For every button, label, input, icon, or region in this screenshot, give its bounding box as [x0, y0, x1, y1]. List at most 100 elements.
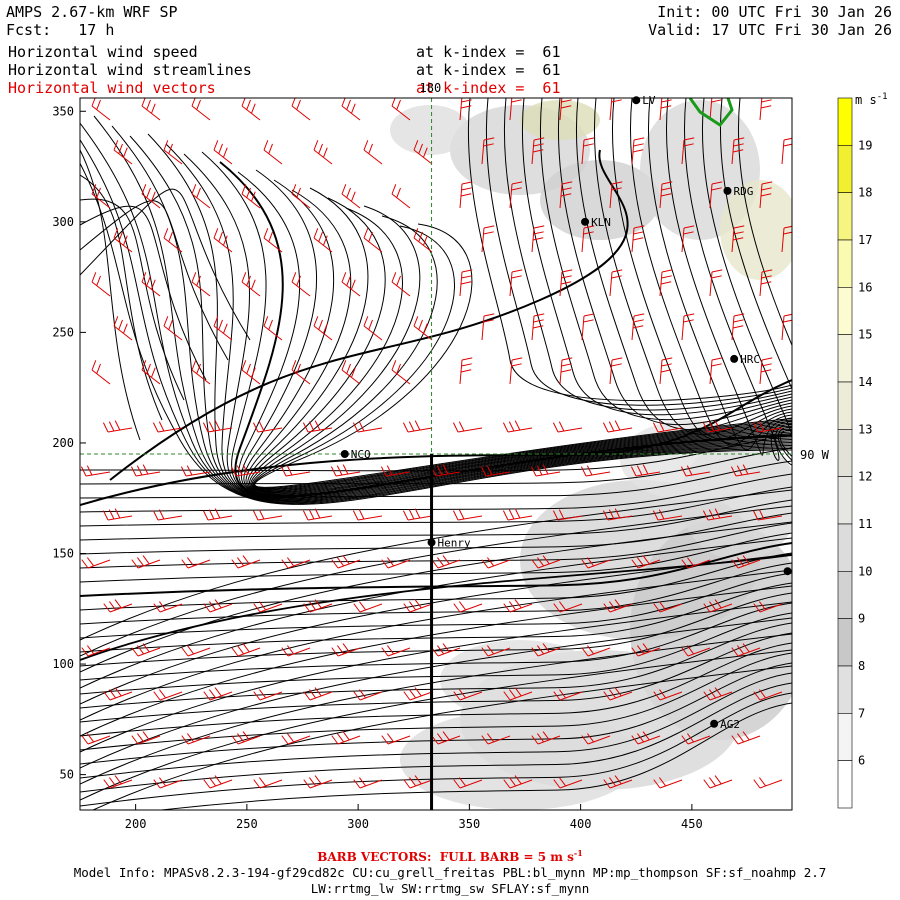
barb-flag — [608, 509, 615, 520]
barb-shaft — [609, 359, 613, 385]
barb-flag — [461, 99, 472, 103]
barb-flag — [711, 181, 723, 185]
barb-shaft — [91, 369, 111, 385]
barb-flag — [633, 143, 644, 147]
streamline — [80, 622, 792, 709]
units-text: m s — [855, 93, 877, 107]
barb-flag — [414, 599, 422, 609]
barb-shaft — [357, 515, 383, 521]
barb-flag — [303, 691, 311, 701]
barb-flag — [151, 191, 156, 202]
streamline — [80, 188, 251, 341]
units-exp: -1 — [876, 92, 888, 102]
barb-flag — [186, 465, 193, 476]
barb-shaft — [781, 227, 785, 253]
barb-flag — [511, 363, 522, 367]
barb-shaft — [287, 647, 311, 657]
colorbar-bin — [837, 381, 853, 430]
barb-flag — [453, 779, 461, 789]
wind-barb — [502, 508, 533, 521]
wind-barb — [559, 269, 573, 297]
colorbar: 19 18 17 16 15 14 13 12 11 10 9 8 7 6 — [837, 97, 872, 809]
barb-flag — [661, 363, 672, 367]
wind-barb — [509, 181, 523, 209]
y-tick-label: 100 — [52, 657, 74, 671]
barb-flag — [214, 775, 222, 785]
wind-barb — [141, 272, 161, 297]
wind-barb — [303, 775, 333, 789]
barb-flag — [753, 691, 761, 701]
barb-flag — [403, 779, 411, 789]
barb-shaft — [731, 315, 735, 341]
streamline — [80, 652, 792, 751]
barb-flag — [760, 281, 772, 285]
barb-flag — [303, 779, 311, 789]
barb-shaft — [687, 559, 711, 569]
wind-barb — [452, 421, 483, 433]
barb-flag — [118, 319, 123, 330]
barb-flag — [351, 367, 356, 378]
field-name-speed: Horizontal wind speed — [8, 43, 198, 61]
wind-barb — [103, 687, 133, 701]
barb-flag — [711, 187, 722, 191]
barb-flag — [642, 643, 650, 653]
barb-shaft — [191, 105, 211, 121]
colorbar-label: 10 — [858, 564, 872, 578]
barb-flag — [291, 98, 296, 107]
barb-flag — [313, 228, 319, 239]
barb-flag — [758, 421, 765, 432]
barb-shaft — [557, 427, 583, 433]
wind-barb — [81, 645, 111, 657]
wind-barb — [203, 599, 233, 613]
barb-flag — [168, 231, 173, 242]
barb-flag — [631, 735, 639, 745]
wind-barb — [131, 643, 161, 657]
barb-flag — [537, 733, 545, 743]
barb-shaft — [659, 691, 683, 701]
wind-barb — [302, 508, 333, 521]
barb-shaft — [481, 227, 485, 253]
barb-flag — [346, 275, 351, 286]
barb-flag — [413, 316, 419, 327]
streamline — [80, 554, 792, 661]
streamline — [80, 198, 185, 401]
wind-barb — [253, 689, 283, 701]
barb-shaft — [559, 183, 563, 209]
wind-barb — [141, 184, 161, 209]
wind-barb — [341, 360, 361, 385]
barb-flag — [396, 187, 401, 198]
field-name-streamlines: Horizontal wind streamlines — [8, 61, 252, 79]
wind-barb — [181, 733, 211, 745]
wind-barb — [731, 555, 761, 569]
barb-flag — [709, 601, 717, 611]
barb-flag — [542, 555, 550, 565]
wind-barb — [781, 313, 792, 341]
barb-flag — [296, 187, 301, 198]
barb-flag — [318, 319, 323, 330]
wind-barb — [252, 509, 283, 521]
barb-flag — [753, 779, 761, 789]
barb-flag — [459, 689, 467, 699]
barb-flag — [336, 465, 343, 476]
barb-shaft — [107, 515, 133, 521]
wind-barb — [353, 689, 383, 701]
wind-barb — [703, 687, 733, 701]
barb-flag — [783, 319, 792, 323]
colorbar-label: 17 — [858, 233, 872, 247]
wind-barb — [91, 184, 111, 209]
barb-shaft — [559, 359, 563, 385]
barb-flag — [180, 466, 187, 477]
barb-flag — [363, 316, 369, 327]
barb-flag — [351, 279, 356, 290]
barb-shaft — [287, 559, 311, 569]
wind-barb — [381, 733, 411, 745]
terrain-patch — [390, 105, 470, 155]
barb-flag — [583, 225, 595, 229]
barb-shaft — [287, 735, 311, 745]
wind-barb — [731, 643, 761, 657]
barb-flag — [481, 559, 489, 569]
barb-flag — [714, 508, 721, 519]
wind-barb — [203, 775, 233, 789]
wind-barb — [653, 601, 683, 613]
streamline — [80, 592, 792, 667]
